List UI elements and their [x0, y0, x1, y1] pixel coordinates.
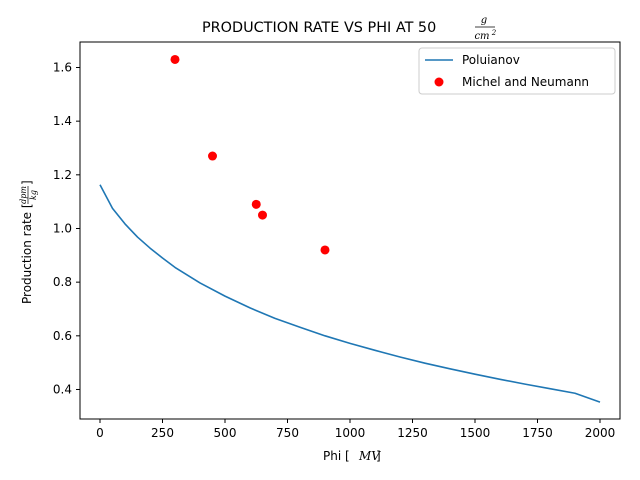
y-axis-ticks: 0.4 0.6 0.8 1.0 1.2 1.4 1.6 — [53, 60, 80, 396]
chart-title: PRODUCTION RATE VS PHI AT 50 — [202, 20, 436, 36]
title-unit-denominator: cm — [474, 31, 489, 42]
data-point-michel-neumann — [251, 199, 261, 209]
title-unit-exponent: 2 — [491, 29, 497, 37]
y-axis-title-close: ] — [20, 180, 34, 185]
x-tick-label: 2000 — [585, 426, 616, 440]
plot-area: 0 250 500 750 1000 1250 1500 1750 2000 0.4 0.6 0.8… — [53, 41, 621, 440]
x-tick-label: 0 — [96, 426, 104, 440]
series-line-poluianov — [99, 184, 601, 403]
x-tick-label: 1000 — [335, 426, 366, 440]
title-unit-numerator: g — [481, 15, 487, 26]
y-tick-label: 0.4 — [53, 382, 72, 396]
y-tick-label: 0.6 — [53, 329, 72, 343]
x-axis-title-group: Phi [ MV ] — [323, 449, 381, 463]
y-axis-unit-numerator: dpm — [19, 186, 28, 204]
series-layer — [99, 54, 601, 403]
y-axis-unit-denominator: kg — [29, 190, 38, 200]
x-axis-ticks: 0 250 500 750 1000 1250 1500 1750 2000 — [96, 419, 615, 440]
x-tick-label: 750 — [276, 426, 299, 440]
legend-label-michel-neumann: Michel and Neumann — [462, 75, 589, 89]
data-point-michel-neumann — [208, 151, 217, 161]
x-tick-label: 1500 — [460, 426, 491, 440]
x-tick-label: 1750 — [522, 426, 553, 440]
chart-title-group: PRODUCTION RATE VS PHI AT 50 g cm 2 — [202, 15, 497, 42]
legend-swatch-michel-neumann — [434, 77, 444, 87]
data-point-michel-neumann — [320, 245, 330, 255]
legend-box — [418, 47, 616, 95]
x-tick-label: 1250 — [397, 426, 428, 440]
x-axis-title-close: ] — [376, 449, 381, 463]
legend: Poluianov Michel and Neumann — [418, 47, 616, 95]
data-point-michel-neumann — [258, 210, 267, 220]
data-point-michel-neumann — [170, 54, 180, 64]
y-axis-title: Production rate [ — [20, 203, 34, 304]
x-tick-label: 250 — [151, 426, 174, 440]
y-tick-label: 1.4 — [53, 114, 72, 128]
y-axis-title-group: Production rate [ dpm kg ] — [19, 180, 38, 304]
y-tick-label: 1.2 — [53, 168, 72, 182]
x-axis-unit: MV — [358, 449, 381, 463]
x-tick-label: 500 — [214, 426, 237, 440]
y-tick-label: 1.0 — [53, 221, 72, 235]
y-tick-label: 1.6 — [53, 60, 72, 74]
y-tick-label: 0.8 — [53, 275, 72, 289]
legend-label-poluianov: Poluianov — [462, 53, 520, 67]
x-axis-title: Phi [ — [323, 449, 350, 463]
